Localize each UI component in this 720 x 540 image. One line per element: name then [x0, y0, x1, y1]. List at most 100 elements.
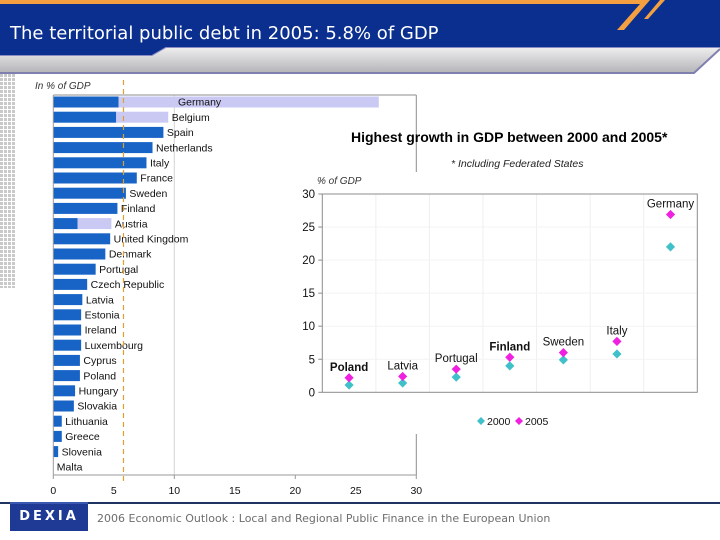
bar-label-hungary: Hungary: [79, 386, 119, 398]
point-sweden-2000: [558, 355, 568, 365]
x-tick-label: 25: [350, 485, 362, 497]
point-finland-2000: [505, 361, 515, 371]
bar-netherlands: [53, 142, 153, 154]
header-navy-edge: [0, 47, 720, 56]
point-label-portugal: Portugal: [435, 353, 478, 365]
bar-label-poland: Poland: [83, 370, 116, 382]
bar-finland: [53, 202, 118, 214]
header-gray-band: [0, 47, 720, 73]
bar-germany-federated-states: [118, 96, 379, 108]
bar-label-spain: Spain: [167, 127, 194, 139]
scatter-chart-gridlines: [322, 194, 698, 393]
bar-label-austria: Austria: [115, 218, 148, 230]
bar-spain: [53, 126, 164, 138]
y-tick-label: 30: [302, 189, 315, 201]
bar-label-ireland: Ireland: [85, 325, 117, 337]
bar-belgium-federated-states: [116, 111, 169, 123]
bar-luxembourg: [53, 339, 82, 351]
bar-label-denmark: Denmark: [109, 249, 152, 261]
y-tick-label: 10: [302, 321, 315, 333]
bar-poland: [53, 370, 80, 382]
x-tick-label: 0: [50, 485, 56, 497]
bar-label-italy: Italy: [150, 158, 170, 170]
bar-label-czech-republic: Czech Republic: [91, 279, 165, 291]
scatter-chart-points: [344, 209, 676, 390]
bar-chart-x-ticks: 0 5 10 15 20 25 30: [50, 475, 422, 497]
bar-austria: [53, 218, 78, 230]
header-banner: [0, 0, 720, 74]
bar-chart-unit-label: In % of GDP: [35, 81, 91, 92]
point-label-germany: Germany: [647, 198, 695, 210]
bar-label-estonia: Estonia: [85, 310, 120, 322]
bar-italy: [53, 157, 147, 169]
point-finland-2005: [505, 352, 515, 362]
header-gray-band-edge: [0, 48, 720, 74]
header-navy-band: [0, 0, 720, 55]
bar-france: [53, 172, 137, 184]
header-orange-stripe: [0, 0, 650, 30]
y-tick-label: 15: [302, 288, 315, 300]
bar-hungary: [53, 385, 76, 397]
bar-lithuania: [53, 415, 62, 427]
bar-label-slovenia: Slovenia: [62, 446, 102, 458]
scatter-chart-subtitle: * Including Federated States: [451, 158, 584, 170]
point-latvia-2005: [398, 371, 408, 382]
x-tick-label: 20: [289, 485, 301, 497]
bar-label-luxembourg: Luxembourg: [85, 340, 144, 352]
x-tick-label: 10: [168, 485, 180, 497]
point-label-latvia: Latvia: [387, 360, 418, 372]
bar-germany: [53, 96, 119, 108]
point-italy-2000: [612, 349, 622, 359]
dexia-logo: DEXIA: [10, 502, 88, 531]
point-germany-2005: [665, 209, 676, 220]
bar-estonia: [53, 309, 82, 321]
bar-czech-republic: [53, 278, 88, 290]
bar-ireland: [53, 324, 82, 336]
bar-label-latvia: Latvia: [86, 294, 114, 306]
bar-label-france: France: [140, 173, 173, 185]
bar-cyprus: [53, 354, 80, 366]
bar-sweden: [53, 187, 126, 199]
bar-slovenia: [53, 446, 59, 458]
bar-portugal: [53, 263, 96, 275]
y-tick-label: 5: [309, 354, 315, 366]
bar-label-sweden: Sweden: [129, 188, 167, 200]
scatter-chart-y-label: % of GDP: [317, 176, 362, 187]
bar-slovakia: [53, 400, 74, 412]
point-poland-2005: [344, 373, 354, 383]
scatter-chart-title: Highest growth in GDP between 2000 and 2…: [351, 129, 668, 145]
bar-label-slovakia: Slovakia: [77, 401, 117, 413]
legend-item-2005: 2005: [515, 416, 549, 428]
legend-marker-icon: [515, 417, 523, 425]
scatter-chart-panel: [284, 172, 720, 434]
bar-label-lithuania: Lithuania: [65, 416, 108, 428]
scatter-chart-category-labels: Poland Latvia Portugal Finland Sweden Italy Ge…: [330, 198, 694, 373]
point-portugal-2005: [451, 364, 461, 374]
header-orange-slash: [644, 0, 665, 19]
bar-label-united-kingdom: United Kingdom: [114, 234, 189, 246]
bar-label-greece: Greece: [65, 431, 100, 443]
x-tick-label: 30: [410, 485, 422, 497]
bar-chart-category-labels: Germany Belgium Spain Netherlands Italy Franc…: [57, 97, 222, 474]
bar-denmark: [53, 248, 106, 260]
scatter-chart-y-ticks: 0 5 10 15 20 25 30: [302, 189, 323, 399]
point-label-sweden: Sweden: [543, 337, 585, 349]
bar-label-finland: Finland: [121, 203, 156, 215]
legend-label: 2005: [525, 416, 549, 428]
y-tick-label: 25: [302, 222, 315, 234]
y-tick-label: 0: [309, 387, 315, 399]
point-portugal-2000: [451, 372, 461, 382]
point-label-finland: Finland: [489, 341, 530, 353]
bar-label-netherlands: Netherlands: [156, 142, 213, 154]
bar-latvia: [53, 294, 83, 306]
legend-item-2000: 2000: [477, 416, 511, 428]
bar-belgium: [53, 111, 117, 123]
gdp-growth-scatter-chart: % of GDP 0 5 10 15 20 25 30 Poland Latvia Portug…: [302, 176, 698, 428]
bar-label-malta: Malta: [57, 462, 83, 474]
x-tick-label: 15: [229, 485, 241, 497]
legend-marker-icon: [477, 417, 485, 425]
bar-label-cyprus: Cyprus: [83, 355, 116, 367]
point-label-italy: Italy: [606, 325, 627, 337]
